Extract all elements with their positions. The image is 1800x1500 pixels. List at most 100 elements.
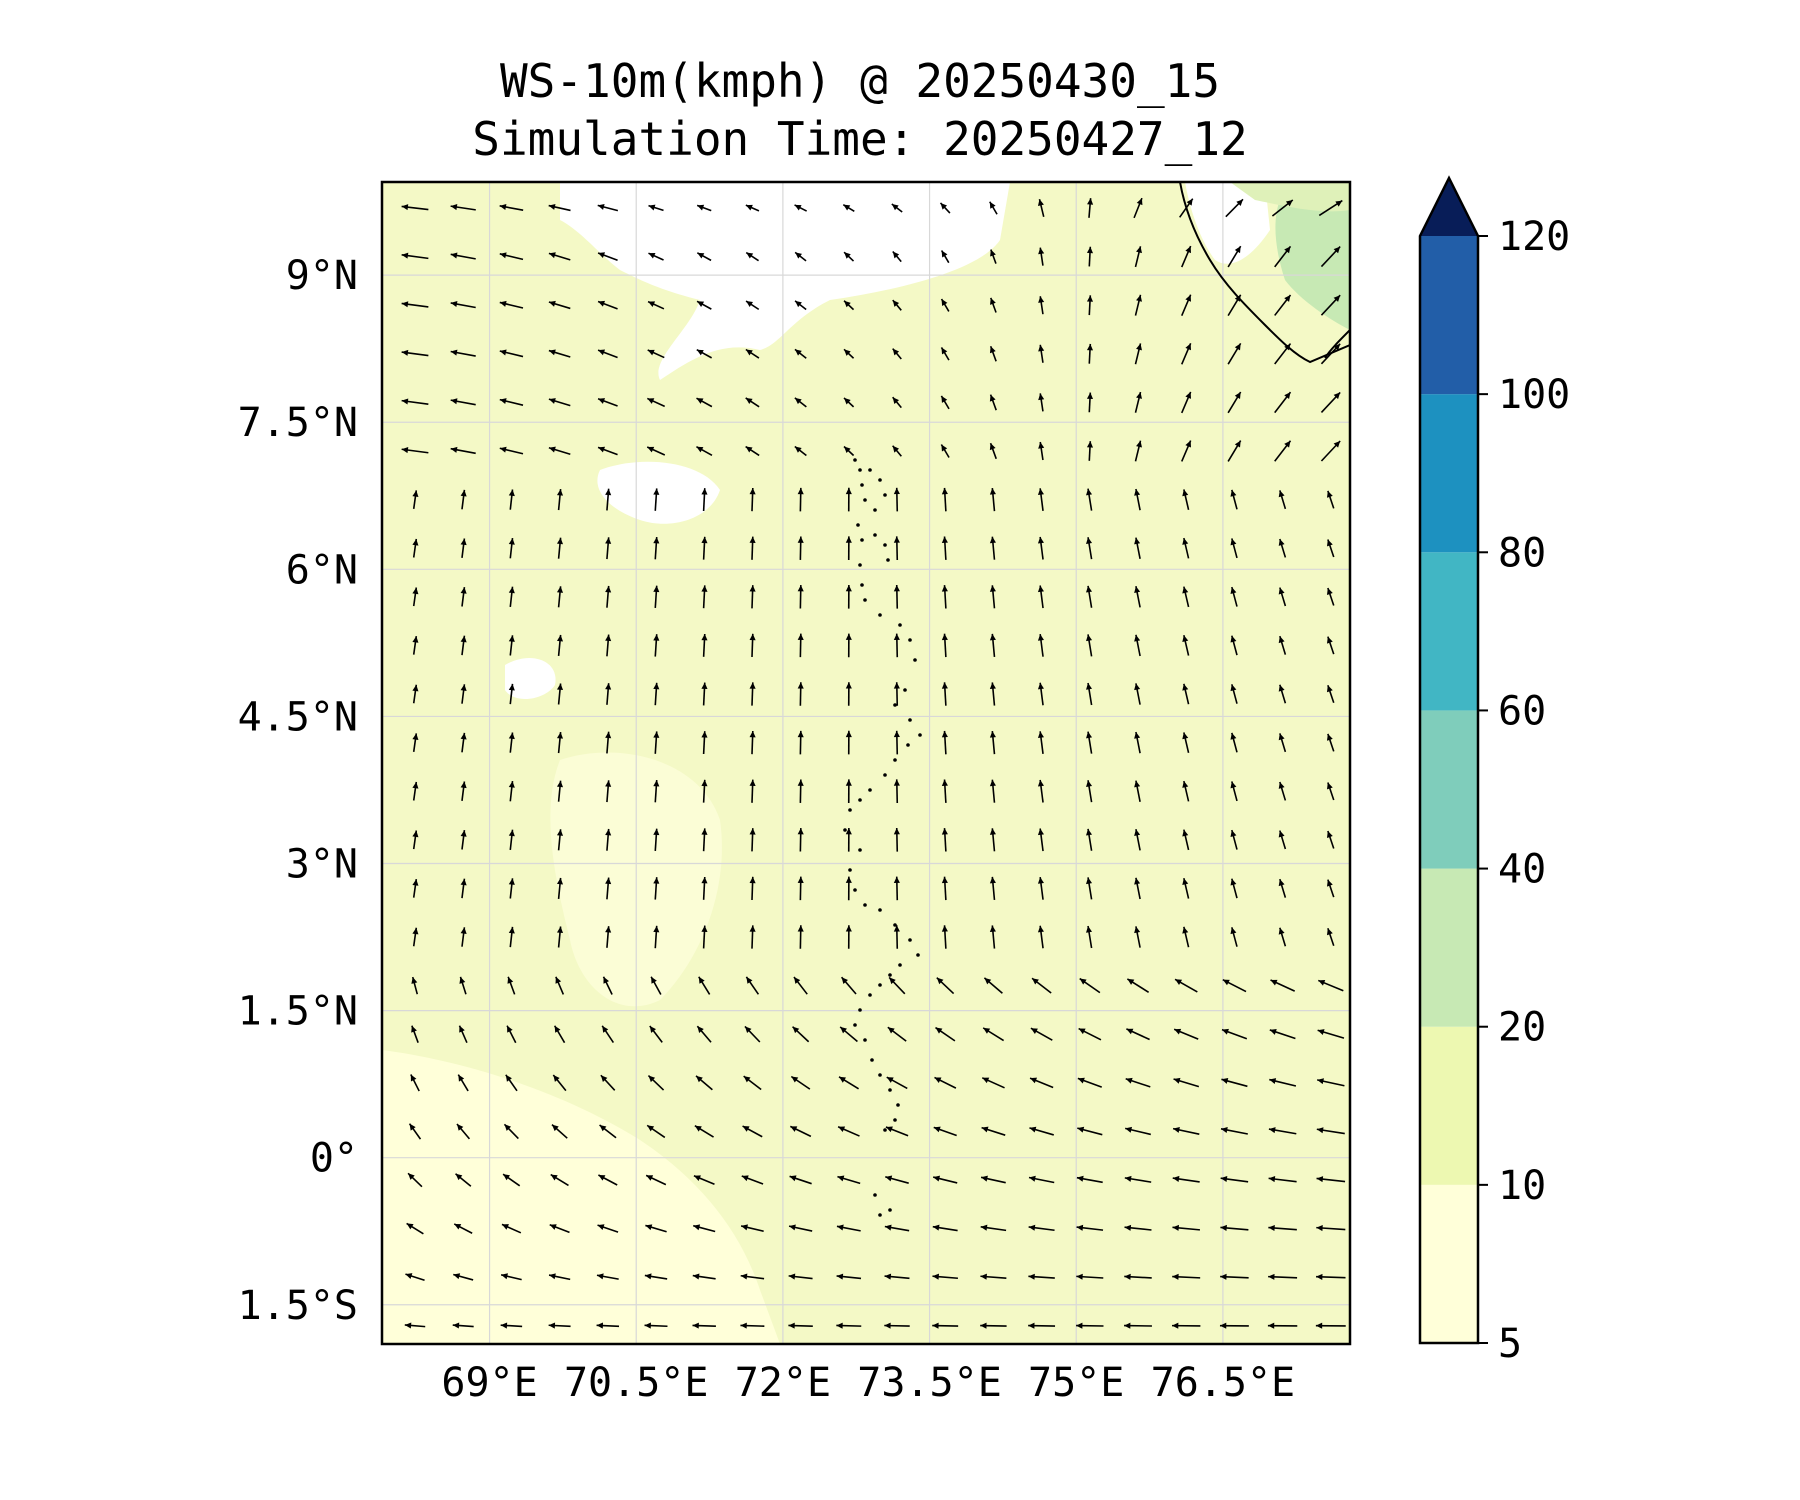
wind-arrow: [460, 635, 467, 656]
wind-arrow: [499, 300, 524, 309]
wind-arrow: [1037, 536, 1044, 560]
wind-arrow: [508, 538, 515, 559]
wind-arrow: [598, 1174, 618, 1186]
wind-arrow: [696, 204, 712, 212]
wind-arrow: [740, 1224, 764, 1233]
atoll-dot: [878, 983, 882, 987]
wind-arrow: [597, 349, 618, 359]
wind-arrow: [745, 397, 760, 408]
wind-arrow: [605, 926, 612, 948]
wind-arrow: [407, 1172, 423, 1188]
wind-arrow: [550, 1173, 569, 1187]
wind-arrow: [653, 488, 660, 511]
wind-arrow: [940, 298, 950, 312]
wind-arrow: [1037, 877, 1044, 900]
wind-arrow: [648, 204, 664, 212]
wind-arrow: [788, 1224, 813, 1232]
sri-lanka-edge: [1324, 329, 1350, 359]
wind-arrow: [508, 781, 515, 802]
wind-arrow: [401, 252, 429, 260]
wind-arrow: [743, 1075, 762, 1091]
wind-arrow: [460, 587, 467, 607]
lon-tick-label: 75°E: [1028, 1360, 1124, 1406]
wind-arrow: [1028, 1322, 1056, 1329]
wind-arrow: [797, 779, 804, 803]
wind-arrow: [892, 299, 902, 311]
wind-arrow: [1320, 294, 1341, 316]
wind-arrow: [1317, 1078, 1345, 1087]
wind-arrow: [1268, 1273, 1298, 1280]
wind-arrow: [749, 487, 756, 512]
wind-arrow: [1028, 1224, 1055, 1232]
wind-arrow: [886, 1076, 908, 1090]
wind-arrow: [1125, 1077, 1151, 1088]
wind-arrow: [892, 445, 902, 457]
wind-arrow: [749, 828, 756, 852]
wind-arrow: [501, 1223, 522, 1234]
atoll-dot: [873, 508, 877, 512]
colorbar-segment: [1420, 1184, 1478, 1343]
wind-arrow: [650, 976, 662, 995]
wind-arrow: [1326, 928, 1335, 946]
wind-arrow: [1227, 440, 1242, 462]
wind-arrow: [693, 1174, 715, 1186]
wind-arrow: [845, 730, 852, 755]
wind-arrow: [932, 1273, 958, 1280]
wind-arrow: [797, 633, 804, 658]
wind-arrow: [499, 203, 524, 211]
wind-arrow: [1087, 198, 1094, 218]
wind-arrow: [1037, 682, 1044, 706]
wind-arrow: [1037, 828, 1044, 852]
wind-arrow: [401, 301, 429, 308]
atoll-dot: [886, 558, 890, 562]
wind-arrow: [1124, 1322, 1152, 1329]
wind-arrow: [797, 730, 804, 755]
wind-arrow: [653, 634, 660, 657]
wind-arrow: [989, 731, 996, 755]
wind-arrow: [745, 348, 760, 359]
wind-arrow: [499, 349, 524, 358]
wind-arrow: [556, 732, 564, 754]
atoll-dot: [906, 743, 910, 747]
wind-arrow: [548, 252, 571, 261]
lon-tick-label: 72°E: [735, 1360, 831, 1406]
wind-arrow: [1182, 683, 1190, 705]
wind-arrow: [1225, 198, 1244, 218]
atoll-dot: [853, 1023, 857, 1027]
wind-arrow: [1220, 1175, 1249, 1183]
wind-arrow: [1134, 343, 1142, 365]
wind-arrow: [845, 585, 852, 609]
wind-arrow: [884, 1322, 910, 1329]
wind-arrow: [1134, 391, 1142, 413]
wind-arrow: [408, 1123, 422, 1140]
atoll-dot: [883, 543, 887, 547]
map-axes: 69°E 70.5°E 72°E 73.5°E 75°E 76.5°E 9°N 7.5°N 6°…: [238, 253, 1296, 1406]
wind-arrow: [939, 202, 951, 214]
wind-arrow: [1274, 440, 1292, 462]
wind-arrow: [745, 204, 760, 212]
wind-arrow: [788, 1322, 813, 1329]
wind-arrow: [653, 828, 660, 852]
wind-arrow: [1278, 878, 1287, 898]
wind-arrow: [646, 1124, 666, 1139]
wind-arrow: [980, 1175, 1006, 1184]
wind-arrow: [412, 733, 419, 752]
wind-arrow: [450, 446, 476, 455]
wind-arrow: [934, 1076, 957, 1089]
wind-arrow: [696, 349, 713, 359]
colorbar-tick-label: 5: [1498, 1321, 1522, 1367]
wind-arrow: [653, 779, 660, 803]
wind-arrow: [548, 349, 571, 358]
wind-arrow: [548, 1322, 571, 1329]
wind-arrow: [843, 445, 855, 457]
calm-region-west: [597, 461, 720, 524]
lat-tick-label: 6°N: [286, 547, 358, 593]
wind-arrow: [1182, 829, 1190, 851]
wind-arrow: [508, 683, 515, 705]
wind-arrow: [1134, 246, 1142, 268]
atoll-dot: [860, 538, 864, 542]
wind-arrow: [1318, 199, 1343, 217]
wind-arrow: [1219, 1322, 1249, 1329]
wind-arrow: [1230, 878, 1238, 899]
wind-arrow: [1172, 1126, 1200, 1135]
